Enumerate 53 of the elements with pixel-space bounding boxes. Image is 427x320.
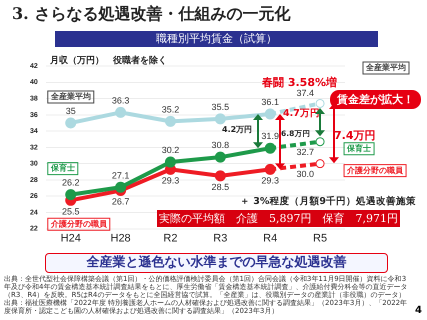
text: 保育士 — [50, 162, 75, 173]
point — [214, 170, 226, 182]
chart-subtitle: 職種別平均賃金（試算） — [55, 31, 378, 47]
data-label: 30.2 — [162, 145, 180, 156]
annotation: 7.4万円 — [334, 128, 376, 143]
x-tick-label: R2 — [163, 232, 178, 244]
data-label: 35.2 — [162, 104, 180, 114]
annotation: 春闘 3.58%増 — [262, 75, 337, 90]
x-tick-label: H28 — [110, 232, 131, 244]
data-label: 37.4 — [296, 88, 314, 98]
text: 4 — [415, 305, 422, 316]
annotation: 4.2万円 — [222, 124, 252, 135]
data-label: 35 — [66, 106, 76, 116]
annotation: ＋ 3%程度（月額9千円）処遇改善施策 — [240, 195, 416, 208]
point — [264, 164, 276, 175]
data-label: 30.8 — [212, 140, 230, 150]
data-label: 32.7 — [296, 147, 314, 158]
annotation: 賃金差が拡大！ — [330, 90, 421, 109]
point — [115, 182, 126, 193]
text: 全産業と遜色ない水準までの早急な処遇改善 — [45, 253, 388, 273]
point — [214, 113, 226, 124]
x-tick-label: R5 — [313, 232, 328, 244]
text: 保育士 — [347, 144, 372, 153]
text: 介護分野の職員 — [50, 219, 108, 228]
text: 全産業平均 — [366, 63, 406, 72]
data-label: 28.5 — [212, 182, 230, 192]
point — [164, 116, 176, 127]
point — [65, 189, 76, 200]
point — [264, 142, 276, 154]
data-label: 36.1 — [261, 97, 279, 108]
data-label: 35.5 — [212, 102, 230, 112]
data-label: 31.9 — [261, 131, 279, 142]
point — [164, 156, 176, 168]
data-label: 27.1 — [112, 170, 130, 180]
data-label: 26.2 — [62, 178, 80, 188]
data-label: 30.0 — [296, 169, 314, 180]
point — [115, 106, 126, 118]
point — [65, 117, 76, 128]
x-tick-label: R3 — [213, 232, 228, 244]
chart-title: 3. さらなる処遇改善・仕組みの一元化 — [12, 4, 290, 25]
data-label: 29.3 — [261, 175, 279, 186]
text: 全産業平均 — [50, 91, 91, 102]
x-tick-label: R4 — [263, 232, 278, 244]
point — [214, 152, 226, 163]
data-label: 36.3 — [112, 95, 130, 106]
annotation: 実際の平均額 介護 5,897円 保育 7,971円 — [157, 210, 400, 227]
point — [264, 108, 276, 120]
text: 介護分野の職員 — [347, 166, 404, 175]
data-label: 25.5 — [62, 206, 80, 216]
y-axis-title: 月収（万円） 役職者を除く — [48, 54, 167, 66]
data-label: 26.7 — [112, 196, 130, 207]
x-tick-label: H24 — [60, 232, 81, 244]
data-label: 29.3 — [162, 175, 180, 186]
